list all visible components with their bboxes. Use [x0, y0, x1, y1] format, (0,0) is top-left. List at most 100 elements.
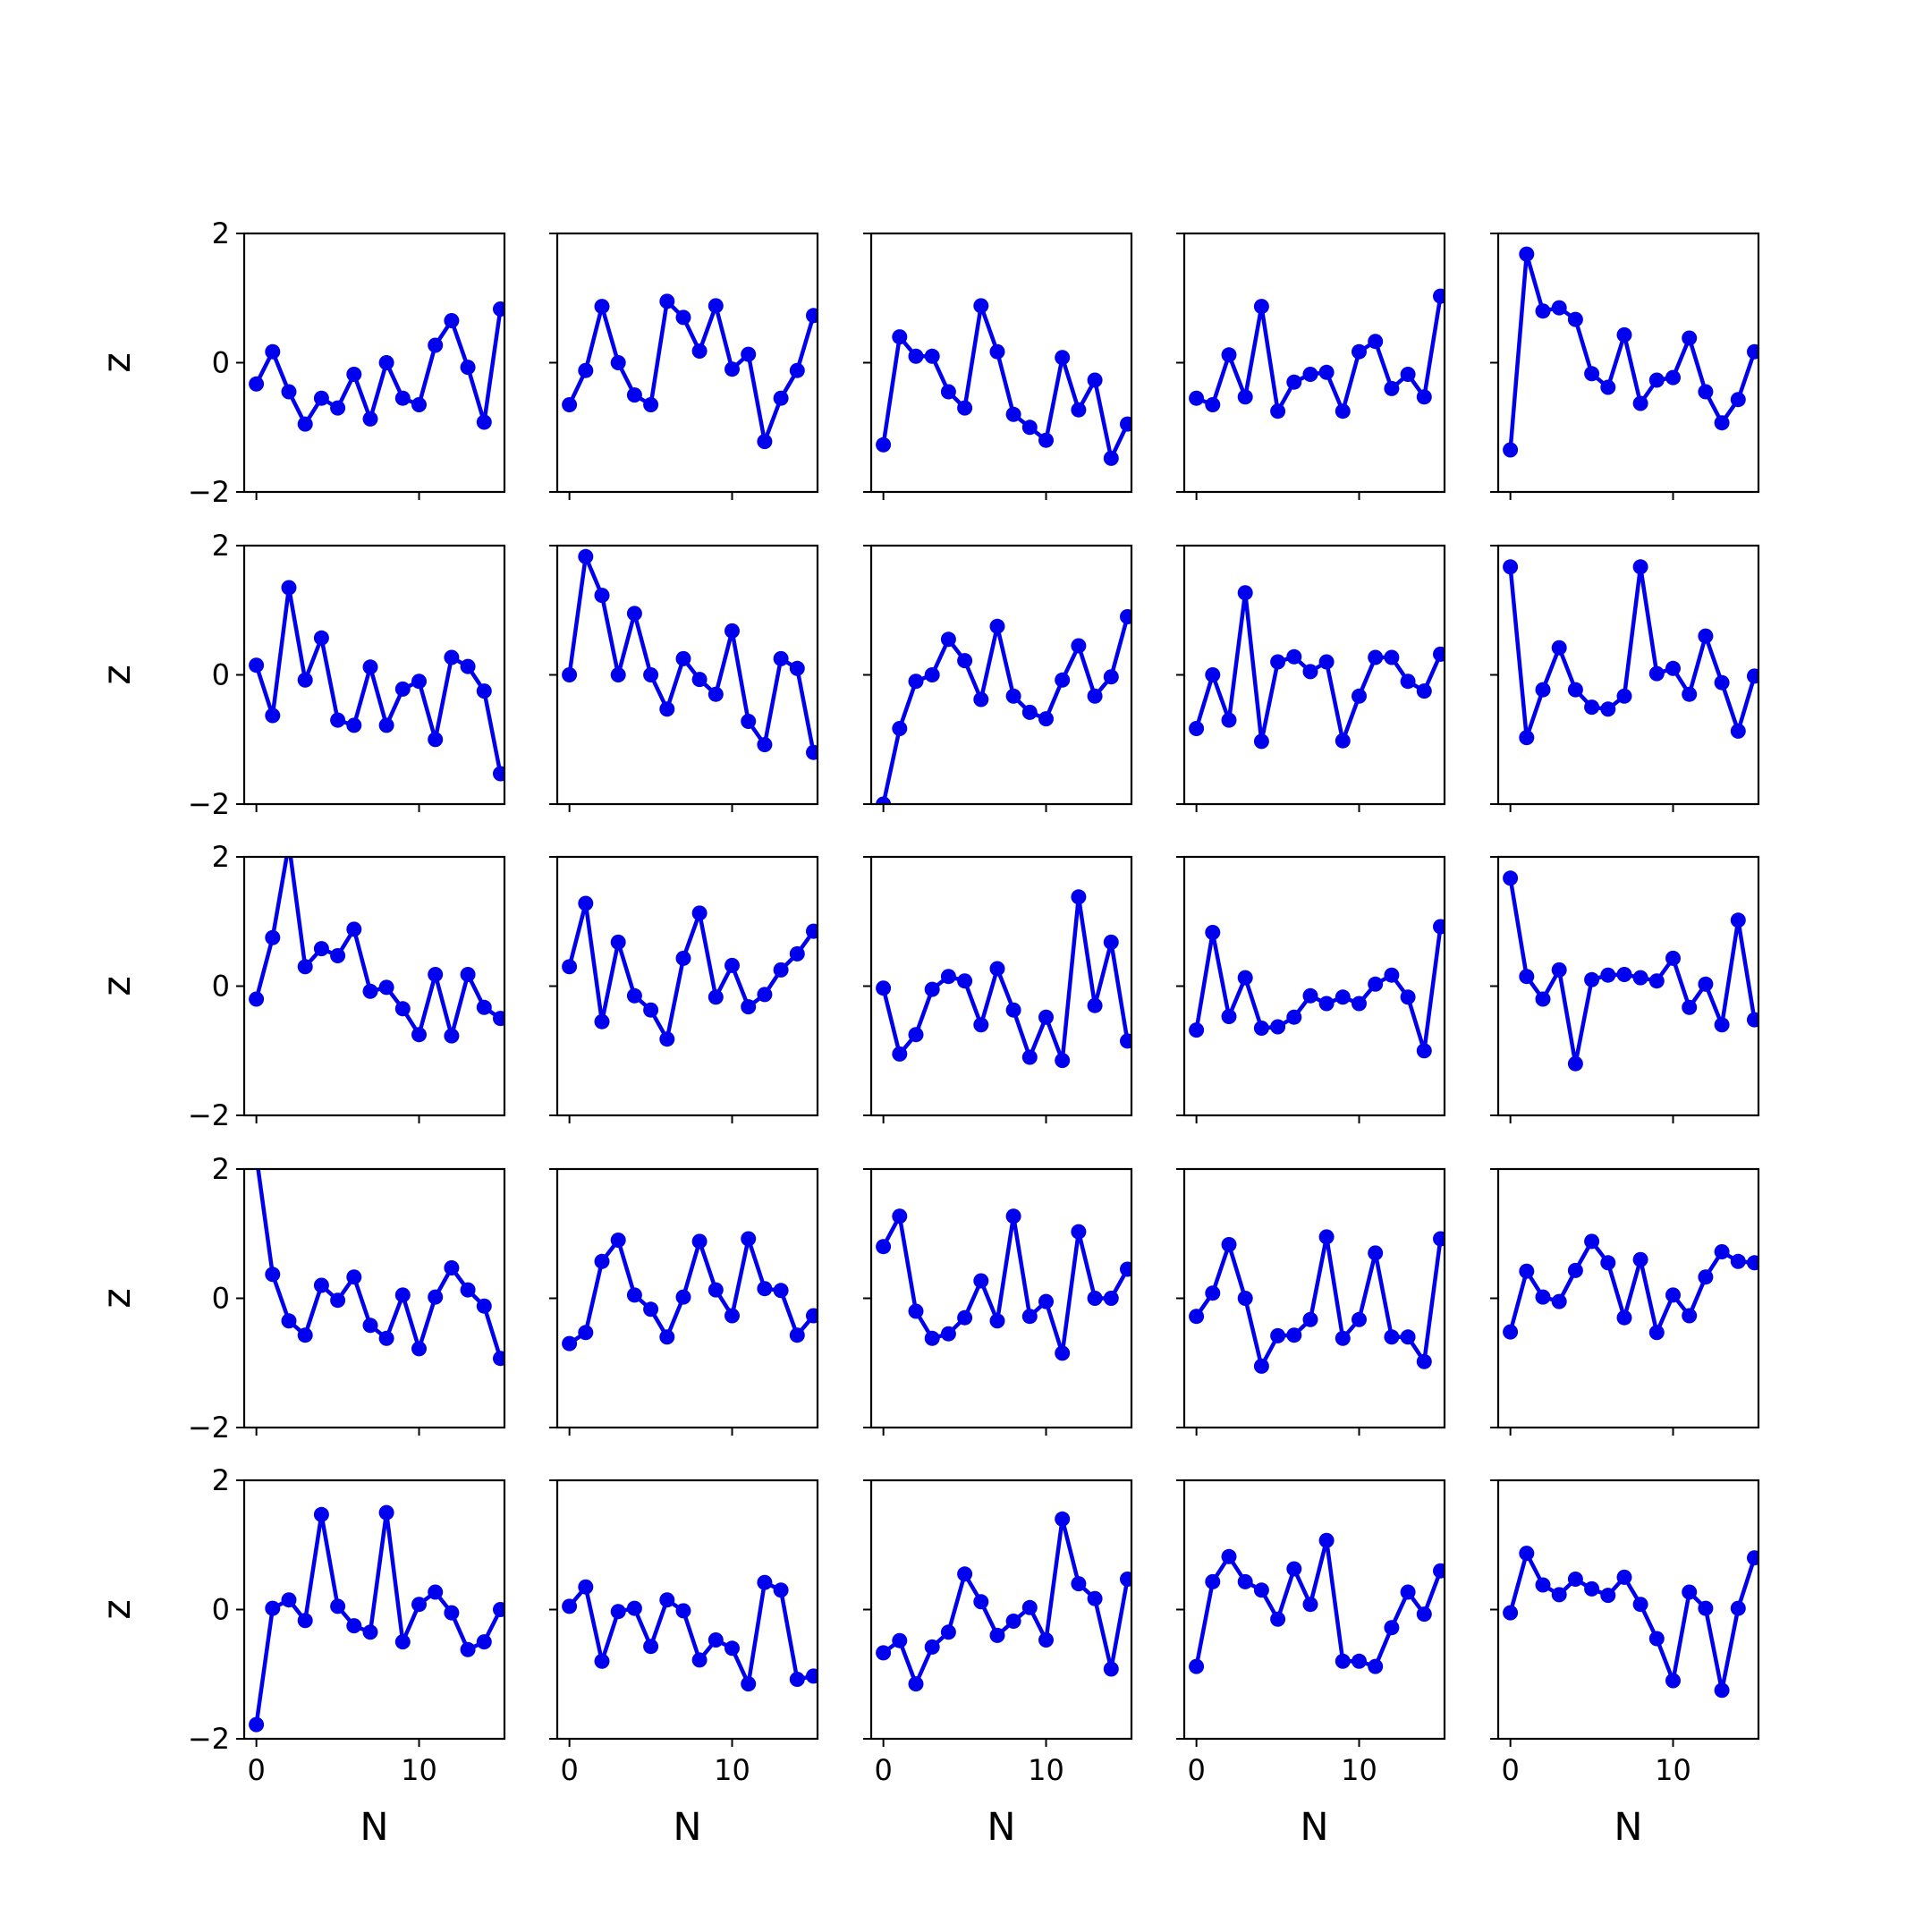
data-point [1600, 967, 1616, 983]
data-point [1584, 1233, 1600, 1250]
data-point [1286, 1009, 1302, 1025]
data-point [708, 686, 724, 702]
data-point [1335, 1330, 1351, 1346]
data-point [1400, 989, 1416, 1005]
data-point [1648, 1325, 1665, 1341]
data-point [1253, 299, 1269, 315]
data-point [741, 1231, 757, 1247]
data-point [659, 293, 675, 309]
data-point [1433, 646, 1445, 662]
data-point [1384, 967, 1400, 983]
data-point [675, 1603, 691, 1619]
data-series [249, 580, 504, 782]
data-point [1567, 682, 1583, 698]
data-point [1747, 1255, 1758, 1271]
y-axis-label: z [95, 976, 140, 996]
data-point [1416, 1353, 1432, 1369]
data-point [1302, 987, 1318, 1004]
data-point [1286, 648, 1302, 665]
data-point [428, 1289, 444, 1305]
data-point [1584, 1580, 1600, 1597]
data-point [1103, 669, 1119, 685]
data-point [330, 1292, 346, 1309]
data-point [708, 298, 724, 314]
data-point [578, 1325, 594, 1341]
data-point [724, 957, 740, 973]
data-point [1352, 1311, 1367, 1327]
data-point [330, 400, 346, 416]
data-point [626, 606, 642, 622]
data-point [1120, 1261, 1131, 1277]
data-point [1698, 628, 1714, 644]
data-point [1302, 1597, 1318, 1613]
data-point [626, 387, 642, 403]
data-point [1189, 390, 1205, 406]
series-line [1194, 590, 1443, 744]
data-point [1270, 1019, 1286, 1035]
series-line [567, 1580, 814, 1686]
data-point [1005, 1208, 1021, 1224]
data-point [1021, 704, 1038, 720]
data-point [460, 1641, 476, 1657]
axes-frame [1496, 855, 1760, 1117]
data-point [1584, 699, 1600, 716]
x-tick-label: 10 [401, 1753, 437, 1787]
data-point [1535, 1577, 1551, 1593]
data-point [1368, 1245, 1384, 1261]
data-point [940, 631, 956, 648]
series-line [567, 555, 816, 753]
data-point [578, 548, 594, 564]
data-point [1071, 638, 1087, 654]
data-series [256, 1169, 504, 1367]
data-point [362, 983, 378, 999]
data-point [691, 343, 708, 359]
data-point [493, 1602, 504, 1617]
data-point [460, 967, 476, 982]
y-axis-label: z [95, 665, 140, 685]
data-point [394, 1634, 411, 1650]
data-point [346, 1269, 362, 1285]
axes-frame [242, 1167, 506, 1429]
data-point [346, 367, 362, 382]
data-point [626, 1287, 642, 1303]
data-point [1038, 1009, 1054, 1025]
data-point [1616, 326, 1632, 343]
data-point [1368, 649, 1384, 665]
data-point [1087, 688, 1103, 704]
data-point [1648, 665, 1665, 682]
data-point [313, 390, 329, 406]
data-point [1384, 649, 1400, 665]
data-series [1503, 1546, 1758, 1699]
data-point [741, 1676, 757, 1692]
data-point [643, 1639, 659, 1655]
data-point [1682, 1308, 1698, 1324]
data-point [957, 1566, 973, 1582]
data-point [806, 744, 818, 760]
data-point [1503, 559, 1519, 575]
y-axis-label: z [95, 1599, 140, 1620]
data-point [1071, 402, 1087, 418]
data-point [313, 630, 329, 646]
subplot-r3-c1: −2 0 2 z [95, 840, 506, 1132]
data-point [1120, 1572, 1131, 1587]
data-point [957, 400, 973, 416]
data-point [924, 1639, 940, 1655]
data-series [249, 1504, 504, 1733]
data-point [757, 737, 773, 752]
data-point [1335, 989, 1351, 1005]
y-axis-label: z [95, 1288, 140, 1309]
data-point [1205, 397, 1221, 412]
x-axis-label: N [1614, 1805, 1642, 1850]
data-point [1632, 970, 1648, 986]
x-axis-label: N [1300, 1805, 1328, 1850]
data-point [1205, 1285, 1221, 1301]
data-point [1335, 1653, 1351, 1669]
data-point [330, 1598, 346, 1614]
data-point [1535, 303, 1551, 319]
data-point [578, 1579, 594, 1595]
data-point [1270, 1611, 1286, 1627]
data-point [1433, 1563, 1445, 1579]
data-point [476, 1298, 492, 1314]
series-line [1194, 1538, 1443, 1669]
data-point [313, 1506, 329, 1522]
